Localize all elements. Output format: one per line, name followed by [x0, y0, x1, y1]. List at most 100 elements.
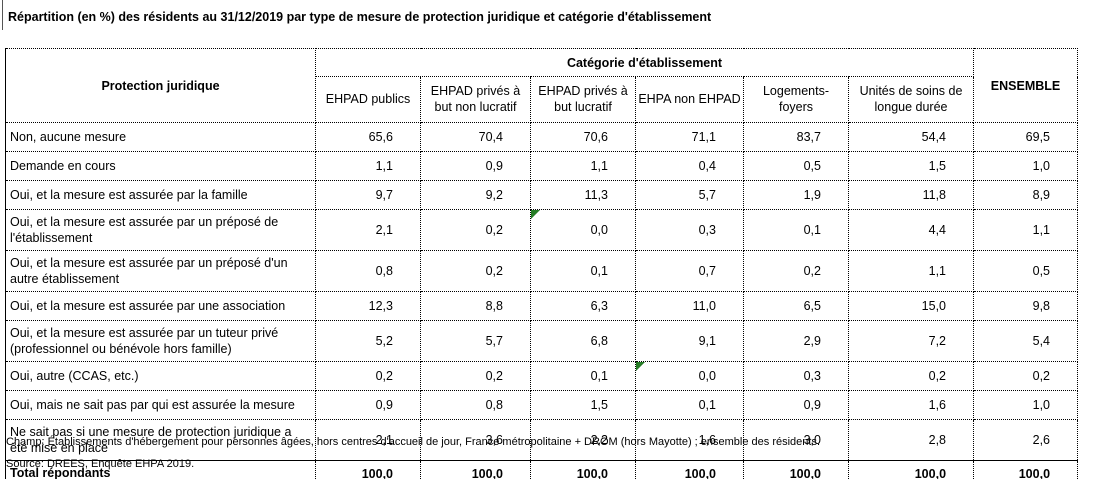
table-title: Répartition (en %) des résidents au 31/1…	[8, 10, 712, 24]
value-cell: 8,8	[420, 291, 531, 321]
value-cell: 0,1	[530, 250, 636, 292]
value-cell: 9,1	[635, 320, 744, 362]
value-cell: 2,8	[847, 419, 975, 461]
value-cell: 11,3	[530, 180, 636, 210]
table-row: Non, aucune mesure 65,6 70,4 70,6 71,1 8…	[5, 122, 1079, 152]
cell-value: 0,0	[698, 369, 716, 383]
row-label: Oui, et la mesure est assurée par un tut…	[5, 320, 316, 362]
header-row-columns: EHPAD publics EHPAD privés à but non luc…	[6, 76, 1078, 123]
value-cell: 0,4	[635, 151, 744, 181]
value-cell: 2,1	[315, 419, 421, 461]
row-label: Oui, et la mesure est assurée par un pré…	[5, 250, 316, 292]
value-cell: 70,4	[420, 122, 531, 152]
cell-value: 0,0	[590, 223, 608, 237]
value-cell: 9,7	[315, 180, 421, 210]
table-row: Oui, et la mesure est assurée par un pré…	[5, 250, 1079, 292]
value-cell: 100,0	[635, 460, 744, 479]
value-cell: 5,2	[315, 320, 421, 362]
table-row: Demande en cours 1,1 0,9 1,1 0,4 0,5 1,5…	[5, 151, 1079, 181]
value-cell: 0,8	[315, 250, 421, 292]
value-cell: 5,4	[973, 320, 1079, 362]
table-row: Ne sait pas si une mesure de protection …	[5, 419, 1079, 461]
excel-comment-triangle-icon	[636, 362, 645, 371]
row-label: Oui, et la mesure est assurée par un pré…	[5, 209, 316, 251]
value-cell: 1,1	[530, 151, 636, 181]
row-label: Oui, mais ne sait pas par qui est assuré…	[5, 390, 316, 420]
value-cell: 6,5	[743, 291, 849, 321]
value-cell: 0,2	[315, 361, 421, 391]
column-header-ehpa-non-ehpad: EHPA non EHPAD	[635, 76, 744, 123]
value-cell-with-comment: 0,0	[635, 361, 744, 391]
value-cell: 1,6	[635, 419, 744, 461]
value-cell: 100,0	[743, 460, 849, 479]
value-cell: 0,2	[420, 361, 531, 391]
value-cell: 1,5	[530, 390, 636, 420]
column-header-ehpad-prives-lucratif: EHPAD privés à but lucratif	[530, 76, 636, 123]
value-cell: 100,0	[315, 460, 421, 479]
value-cell: 1,5	[847, 151, 975, 181]
header-row-group: Protection juridique Catégorie d'établis…	[5, 48, 1079, 123]
value-cell: 0,7	[635, 250, 744, 292]
value-cell: 1,9	[743, 180, 849, 210]
table-row: Oui, mais ne sait pas par qui est assuré…	[5, 390, 1079, 420]
value-cell: 71,1	[635, 122, 744, 152]
data-table: Protection juridique Catégorie d'établis…	[5, 48, 1079, 479]
row-label: Oui, et la mesure est assurée par la fam…	[5, 180, 316, 210]
value-cell: 0,2	[973, 361, 1079, 391]
value-cell: 9,8	[973, 291, 1079, 321]
value-cell: 7,2	[847, 320, 975, 362]
value-cell: 0,2	[420, 250, 531, 292]
ensemble-header: ENSEMBLE	[973, 48, 1079, 123]
value-cell: 0,3	[635, 209, 744, 251]
value-cell: 0,2	[847, 361, 975, 391]
value-cell: 0,1	[635, 390, 744, 420]
column-header-logements-foyers: Logements-foyers	[743, 76, 849, 123]
value-cell: 1,0	[973, 390, 1079, 420]
value-cell: 0,2	[420, 209, 531, 251]
value-cell: 1,6	[847, 390, 975, 420]
row-label: Ne sait pas si une mesure de protection …	[5, 419, 316, 461]
table-row: Oui, et la mesure est assurée par la fam…	[5, 180, 1079, 210]
value-cell: 70,6	[530, 122, 636, 152]
value-cell: 9,2	[420, 180, 531, 210]
value-cell: 3,0	[743, 419, 849, 461]
value-cell: 2,6	[973, 419, 1079, 461]
table-row: Oui, et la mesure est assurée par un pré…	[5, 209, 1079, 251]
column-group-header: Catégorie d'établissement	[314, 48, 975, 77]
value-cell: 0,1	[743, 209, 849, 251]
value-cell: 0,9	[420, 151, 531, 181]
value-cell: 0,5	[973, 250, 1079, 292]
value-cell: 11,0	[635, 291, 744, 321]
row-label: Demande en cours	[5, 151, 316, 181]
value-cell-with-comment: 0,0	[530, 209, 636, 251]
value-cell: 0,9	[315, 390, 421, 420]
row-label: Oui, autre (CCAS, etc.)	[5, 361, 316, 391]
left-edge-line	[2, 0, 3, 30]
value-cell: 100,0	[973, 460, 1079, 479]
value-cell: 1,1	[847, 250, 975, 292]
value-cell: 2,9	[743, 320, 849, 362]
value-cell: 0,1	[530, 361, 636, 391]
note-source: Source: DREES, Enquête EHPA 2019.	[6, 458, 195, 470]
row-label: Total répondants	[5, 460, 316, 479]
table-row: Oui, autre (CCAS, etc.) 0,2 0,2 0,1 0,0 …	[5, 361, 1079, 391]
value-cell: 54,4	[847, 122, 975, 152]
value-cell: 2,2	[530, 419, 636, 461]
value-cell: 8,9	[973, 180, 1079, 210]
row-label: Non, aucune mesure	[5, 122, 316, 152]
value-cell: 1,1	[315, 151, 421, 181]
value-cell: 100,0	[530, 460, 636, 479]
value-cell: 0,8	[420, 390, 531, 420]
value-cell: 15,0	[847, 291, 975, 321]
column-header-ehpad-publics: EHPAD publics	[315, 76, 421, 123]
table-row: Oui, et la mesure est assurée par une as…	[5, 291, 1079, 321]
table-row: Oui, et la mesure est assurée par un tut…	[5, 320, 1079, 362]
value-cell: 100,0	[420, 460, 531, 479]
value-cell: 5,7	[420, 320, 531, 362]
value-cell: 1,1	[973, 209, 1079, 251]
value-cell: 0,5	[743, 151, 849, 181]
value-cell: 0,2	[743, 250, 849, 292]
value-cell: 5,7	[635, 180, 744, 210]
value-cell: 2,1	[315, 209, 421, 251]
